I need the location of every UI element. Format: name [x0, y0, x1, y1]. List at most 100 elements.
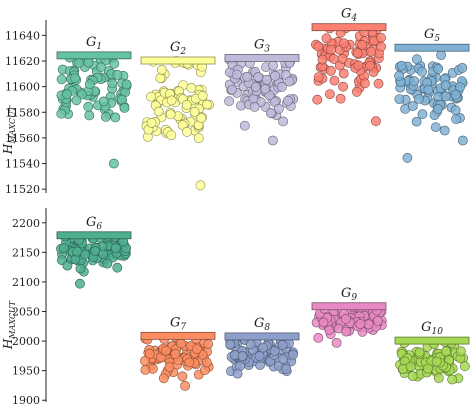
data-point — [201, 357, 212, 368]
data-point — [90, 246, 100, 256]
data-point — [450, 89, 461, 100]
data-point — [273, 103, 284, 114]
data-point — [75, 263, 86, 274]
data-point — [411, 116, 422, 127]
data-point — [268, 60, 278, 71]
y-tick-label: 11600 — [5, 81, 40, 94]
max-bar — [311, 302, 387, 311]
data-point — [155, 73, 166, 83]
data-point — [351, 86, 362, 97]
data-point — [195, 180, 206, 191]
data-point — [177, 371, 188, 382]
data-point — [161, 345, 171, 356]
data-point — [394, 94, 405, 104]
data-point — [366, 46, 377, 57]
top-panel: 11520 11540 11560 11580 11600 11620 11640 HMAXC… — [1, 7, 470, 196]
data-point — [193, 133, 204, 143]
data-point — [109, 58, 120, 69]
data-point — [164, 362, 175, 372]
data-point — [417, 66, 427, 77]
group-label: G8 — [254, 316, 270, 333]
y-tick-label: 2000 — [12, 335, 40, 348]
data-point — [112, 69, 123, 80]
data-point — [325, 65, 336, 76]
data-point — [156, 64, 167, 75]
data-point — [265, 108, 276, 118]
y-tick-label: 2150 — [12, 246, 40, 259]
data-point — [225, 339, 236, 350]
group-label: G1 — [86, 35, 102, 52]
data-point — [341, 326, 352, 337]
data-point — [184, 357, 195, 368]
data-point — [457, 135, 468, 146]
data-point — [245, 339, 256, 350]
data-point — [197, 90, 208, 101]
data-point — [176, 338, 186, 349]
data-point — [288, 349, 298, 360]
data-point — [321, 33, 332, 44]
y-tick-label: 11540 — [5, 158, 40, 171]
data-point — [284, 76, 295, 87]
data-point — [186, 83, 197, 93]
data-point — [203, 339, 214, 349]
group-label: G2 — [170, 40, 186, 57]
y-tick-label: 11520 — [5, 183, 40, 196]
data-point — [278, 116, 288, 127]
data-point — [158, 373, 169, 384]
data-point — [261, 74, 272, 85]
data-point — [394, 70, 404, 81]
group-G6: G6 — [56, 215, 132, 289]
data-point — [83, 57, 94, 68]
data-point — [337, 53, 348, 64]
data-point — [423, 84, 434, 95]
data-point — [353, 60, 364, 71]
y-tick-label: 2100 — [12, 276, 40, 289]
data-point — [98, 96, 109, 107]
data-point — [269, 346, 280, 356]
data-point — [146, 91, 156, 102]
data-point — [365, 60, 375, 71]
group-G9: G9 — [311, 286, 387, 348]
data-point — [224, 96, 234, 107]
data-point — [359, 78, 370, 89]
data-point — [232, 368, 243, 379]
y-tick-label: 1950 — [12, 365, 40, 378]
data-point — [313, 72, 324, 82]
data-point — [313, 41, 324, 52]
y-tick-label: 2050 — [12, 306, 40, 319]
data-point — [227, 84, 237, 95]
data-point — [318, 317, 329, 328]
data-point — [455, 346, 466, 357]
y-tick-label: 1900 — [12, 394, 40, 404]
data-point — [338, 81, 348, 92]
data-point — [196, 113, 207, 123]
data-point — [433, 63, 444, 74]
data-point — [74, 58, 84, 68]
data-point — [277, 340, 288, 350]
data-point — [117, 94, 127, 105]
max-bar — [140, 56, 216, 65]
data-point — [276, 82, 287, 92]
data-point — [417, 109, 428, 120]
max-bar — [311, 23, 387, 32]
data-point — [249, 102, 260, 112]
y-tick-label: 11560 — [5, 132, 40, 145]
data-point — [237, 351, 248, 361]
group-label: G10 — [421, 320, 443, 337]
data-point — [119, 103, 130, 113]
data-point — [146, 117, 157, 128]
data-point — [102, 258, 113, 269]
y-axis-label: HMAXCUT — [1, 300, 17, 350]
data-point — [112, 262, 123, 273]
data-point — [110, 112, 121, 123]
y-tick-label: 11640 — [5, 29, 40, 42]
data-point — [317, 54, 328, 65]
data-point — [440, 80, 451, 91]
max-bar — [394, 336, 470, 345]
group-label: G9 — [341, 286, 357, 303]
data-point — [433, 373, 444, 383]
data-point — [239, 120, 250, 131]
data-point — [357, 40, 368, 50]
data-point — [189, 106, 200, 117]
data-point — [59, 243, 69, 253]
